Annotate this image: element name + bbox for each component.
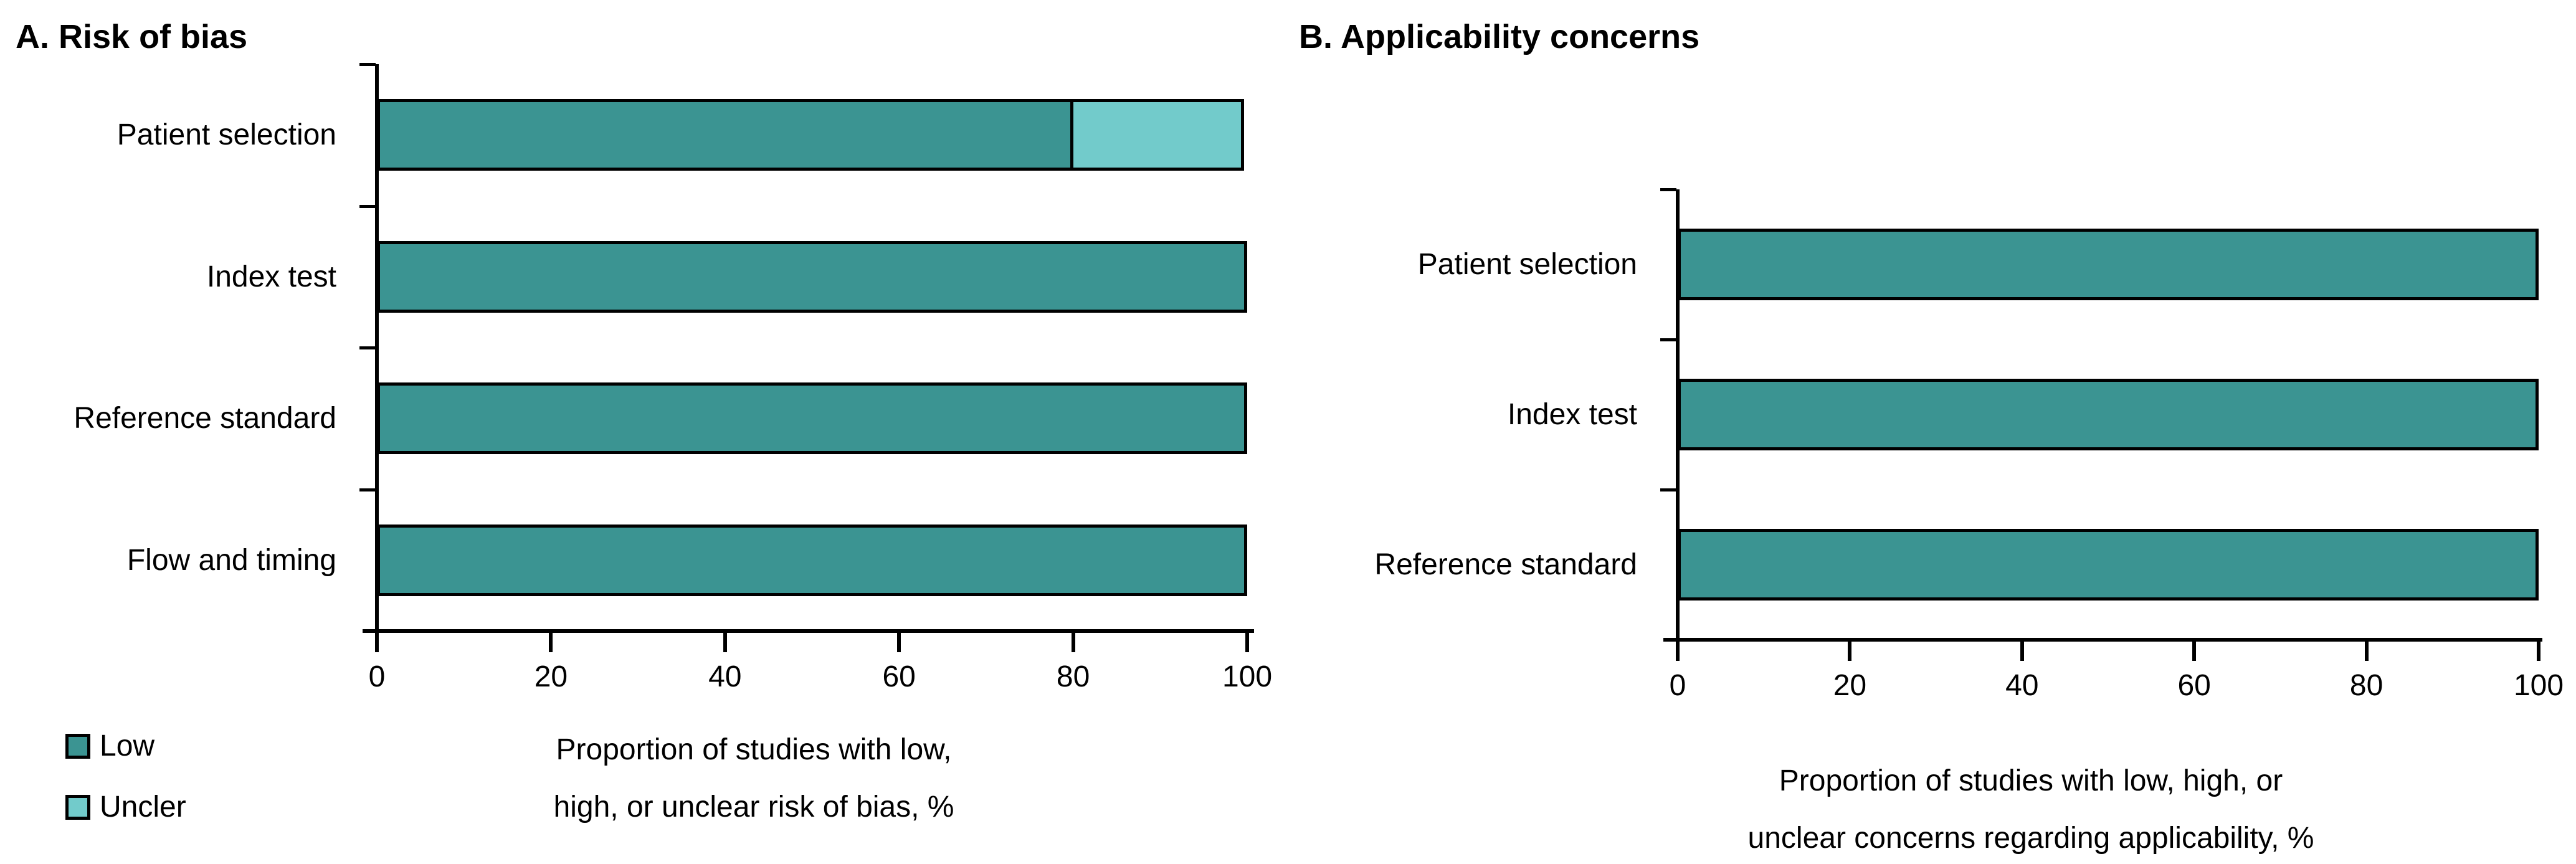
panel-b-category-labels: Patient selection Index test Reference sta… xyxy=(1277,189,1637,640)
x-axis-tick xyxy=(375,631,379,652)
category-label-flow-and-timing: Flow and timing xyxy=(126,543,336,577)
x-axis-title: Proportion of studies with low, high, or… xyxy=(1439,752,2576,864)
bar-row xyxy=(377,64,1247,206)
x-axis-tick-label: 100 xyxy=(1222,660,1273,693)
bar-reference-standard xyxy=(377,382,1247,455)
x-axis-tick-label: 100 xyxy=(2513,669,2564,702)
x-axis-title-line1: Proportion of studies with low, high, or xyxy=(1779,764,2283,797)
y-axis xyxy=(375,64,379,631)
x-axis-tick xyxy=(1071,631,1075,652)
y-axis-category-tick xyxy=(359,488,376,491)
bar-segment-low xyxy=(377,524,1247,596)
x-axis xyxy=(1663,638,2542,642)
panel-a-plot-area xyxy=(377,64,1247,631)
legend-swatch-low xyxy=(65,734,90,759)
bar-segment-uncler xyxy=(1070,99,1244,171)
bar-row xyxy=(1678,490,2539,640)
x-axis-title-line2: unclear concerns regarding applicability… xyxy=(1747,822,2314,855)
bar-segment-low xyxy=(1678,379,2539,450)
y-axis-category-tick xyxy=(359,63,376,66)
category-label-patient-selection: Patient selection xyxy=(1417,248,1637,281)
bar-segment-low xyxy=(377,240,1247,313)
x-axis-tick xyxy=(2192,640,2197,661)
x-axis-tick xyxy=(1245,631,1249,652)
panel-applicability-concerns: B. Applicability concerns Patient select… xyxy=(1277,0,2576,864)
x-axis-tick-label: 20 xyxy=(534,660,568,693)
bar-segment-low xyxy=(1678,229,2539,300)
bar-row xyxy=(377,490,1247,632)
x-axis-title-line2: high, or unclear risk of bias, % xyxy=(553,790,954,824)
x-axis-tick-label: 0 xyxy=(1669,669,1686,702)
category-label-reference-standard: Reference standard xyxy=(1374,548,1637,581)
x-axis-tick-label: 40 xyxy=(708,660,742,693)
panel-a-category-labels: Patient selection Index test Reference sta… xyxy=(0,64,336,631)
x-axis-title-line1: Proportion of studies with low, xyxy=(556,733,952,766)
panel-b-plot-area xyxy=(1678,189,2539,640)
bar-segment-low xyxy=(377,382,1247,455)
category-label-patient-selection: Patient selection xyxy=(116,118,336,152)
bar-row xyxy=(377,206,1247,348)
x-axis-tick-label: 80 xyxy=(1056,660,1090,693)
category-label-index-test: Index test xyxy=(206,260,336,293)
bar-patient-selection xyxy=(1678,229,2539,300)
y-axis-category-tick xyxy=(1660,188,1676,191)
x-axis xyxy=(363,629,1254,633)
x-axis-tick-label: 60 xyxy=(882,660,916,693)
bar-patient-selection xyxy=(377,99,1247,171)
legend-label: Low xyxy=(100,729,155,762)
category-label-reference-standard: Reference standard xyxy=(74,402,336,435)
y-axis-category-tick xyxy=(359,346,376,349)
x-axis-tick xyxy=(1676,640,1680,661)
bar-flow-and-timing xyxy=(377,524,1247,596)
y-axis-category-tick xyxy=(1660,488,1676,491)
bar-index-test xyxy=(1678,379,2539,450)
y-axis-category-tick xyxy=(1660,338,1676,341)
x-axis-tick xyxy=(549,631,553,652)
legend-label: Uncler xyxy=(100,790,186,824)
x-axis-tick xyxy=(1848,640,1852,661)
bar-segment-low xyxy=(377,99,1073,171)
x-axis-tick xyxy=(897,631,901,652)
bar-row xyxy=(1678,189,2539,339)
bar-reference-standard xyxy=(1678,529,2539,601)
x-axis-tick-label: 40 xyxy=(2005,669,2039,702)
legend: Low Uncler xyxy=(65,729,186,856)
x-axis-tick xyxy=(2364,640,2369,661)
legend-item-uncler: Uncler xyxy=(65,790,186,824)
x-axis-tick xyxy=(2020,640,2024,661)
x-axis-tick-label: 0 xyxy=(368,660,386,693)
x-axis-tick-label: 20 xyxy=(1833,669,1867,702)
panel-b-title: B. Applicability concerns xyxy=(1299,18,1700,55)
bar-index-test xyxy=(377,240,1247,313)
bar-row xyxy=(1678,339,2539,490)
bar-segment-low xyxy=(1678,529,2539,601)
x-axis-tick xyxy=(723,631,727,652)
y-axis-category-tick xyxy=(359,204,376,208)
legend-item-low: Low xyxy=(65,729,186,762)
x-axis-tick-label: 60 xyxy=(2177,669,2211,702)
bar-row xyxy=(377,348,1247,490)
panel-risk-of-bias: A. Risk of bias Patient selection Index t… xyxy=(0,0,1277,864)
x-axis-tick-label: 80 xyxy=(2349,669,2384,702)
panel-a-title: A. Risk of bias xyxy=(16,18,248,55)
legend-swatch-uncler xyxy=(65,795,90,820)
x-axis-title: Proportion of studies with low, high, or… xyxy=(318,721,1190,836)
x-axis-tick xyxy=(2537,640,2540,661)
category-label-index-test: Index test xyxy=(1507,398,1637,431)
